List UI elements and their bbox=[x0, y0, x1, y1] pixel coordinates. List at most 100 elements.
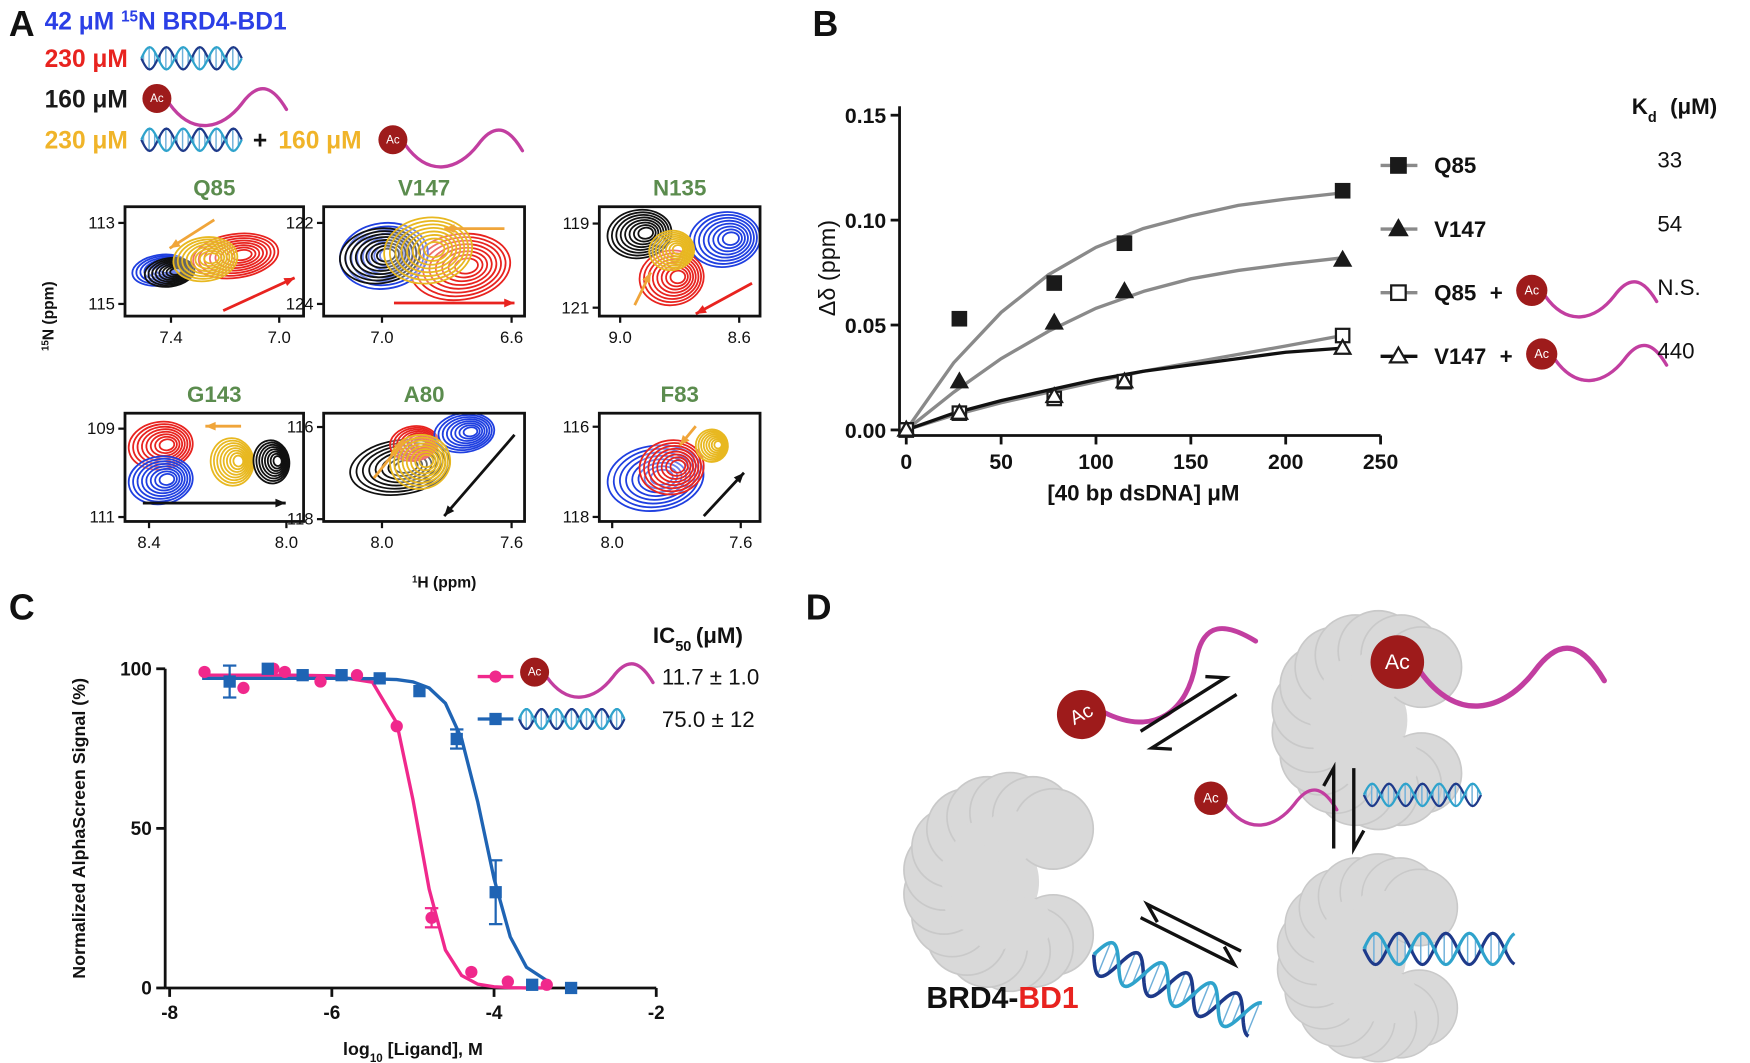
x-tick-label: 0 bbox=[900, 451, 912, 474]
kd-header-part: K bbox=[1632, 94, 1648, 119]
x-axis-label-part: log bbox=[343, 1039, 370, 1059]
contour bbox=[651, 258, 697, 297]
dna-strand bbox=[1091, 950, 1250, 1038]
contour bbox=[222, 447, 249, 476]
data-point bbox=[223, 675, 236, 688]
data-point bbox=[1044, 386, 1064, 404]
legend-label: Q85 bbox=[1434, 280, 1476, 305]
dna-rung bbox=[1131, 960, 1143, 985]
contour bbox=[665, 240, 688, 260]
dna-rung bbox=[1156, 970, 1168, 995]
x-axis-label-part: H (ppm) bbox=[417, 574, 476, 591]
ic50-header-part: (μM) bbox=[696, 623, 743, 648]
y-tick-label: 118 bbox=[287, 510, 314, 529]
legend-marker bbox=[1390, 284, 1407, 302]
acetyl-label: Ac bbox=[528, 666, 542, 679]
y-tick-label: 113 bbox=[88, 214, 115, 233]
shift-arrow-head bbox=[695, 305, 707, 314]
peptide-icon: Ac bbox=[1516, 274, 1659, 319]
contour bbox=[147, 258, 194, 287]
contour bbox=[717, 228, 743, 250]
y-tick-label: 122 bbox=[286, 214, 314, 233]
plot-frame bbox=[322, 205, 526, 318]
y-axis-label: 15N (ppm) bbox=[40, 281, 57, 351]
legend-entry: 42 μM 15N BRD4-BD1 bbox=[45, 8, 287, 36]
peptide-chain bbox=[403, 128, 525, 169]
contour bbox=[458, 424, 481, 440]
legend-plus: + bbox=[253, 128, 267, 155]
y-tick-label: 118 bbox=[563, 508, 590, 527]
ic50-header: IC50 (μM) bbox=[653, 623, 743, 655]
spectrum bbox=[339, 216, 515, 308]
x-tick-label: 7.4 bbox=[159, 328, 182, 347]
x-tick-label: -4 bbox=[486, 1003, 503, 1024]
y-tick-label: 109 bbox=[87, 419, 115, 438]
contour bbox=[702, 219, 752, 259]
contour bbox=[214, 241, 264, 269]
plot-frame bbox=[322, 411, 526, 523]
contour bbox=[216, 442, 252, 482]
shift-arrow-head bbox=[733, 472, 744, 484]
protein-lobe bbox=[983, 810, 1037, 865]
contour bbox=[445, 418, 488, 447]
y-tick-label: 0.10 bbox=[845, 210, 886, 233]
peptide-icon: Ac bbox=[520, 657, 655, 699]
contour bbox=[154, 470, 178, 489]
plot-frame bbox=[123, 411, 305, 523]
contour bbox=[203, 252, 220, 265]
x-tick-label: 8.0 bbox=[601, 533, 624, 552]
contour bbox=[190, 245, 228, 273]
y-tick-label: 121 bbox=[561, 298, 589, 317]
y-axis-label: Δδ (ppm) bbox=[814, 220, 840, 316]
data-point bbox=[951, 310, 968, 327]
arrow bbox=[1146, 693, 1238, 751]
kd-value: N.S. bbox=[1657, 275, 1700, 300]
contour bbox=[647, 444, 700, 490]
contour bbox=[401, 442, 444, 481]
shift-arrow bbox=[695, 282, 753, 316]
contour bbox=[628, 221, 660, 246]
contour bbox=[669, 269, 687, 285]
legend-marker bbox=[1390, 157, 1407, 174]
contour bbox=[264, 448, 286, 475]
peptide-icon: Ac bbox=[1194, 781, 1339, 827]
data-point bbox=[335, 669, 348, 682]
contour bbox=[668, 242, 686, 258]
data-point bbox=[1334, 182, 1351, 199]
y-tick-label: 116 bbox=[563, 417, 590, 436]
dna-rung bbox=[1096, 942, 1112, 975]
contour bbox=[454, 422, 484, 442]
data-point bbox=[1116, 235, 1133, 252]
kd-value: 33 bbox=[1657, 148, 1682, 173]
dna-rung bbox=[1181, 980, 1193, 1005]
dna-icon bbox=[1362, 931, 1516, 967]
dna-strand bbox=[1092, 940, 1263, 1029]
contour bbox=[400, 227, 462, 274]
arrow bbox=[1139, 916, 1239, 969]
x-tick-label: 150 bbox=[1173, 451, 1208, 474]
dna-strand bbox=[1362, 931, 1516, 967]
dna-strand bbox=[1362, 782, 1483, 808]
x-axis-label: [40 bp dsDNA] μM bbox=[1047, 480, 1239, 505]
y-axis-label: Normalized AlphaScreen Signal (%) bbox=[69, 678, 89, 979]
acetyl-label: Ac bbox=[1385, 650, 1410, 674]
contour bbox=[418, 453, 435, 469]
contour bbox=[397, 439, 447, 484]
legend-label: V147 bbox=[1434, 344, 1486, 369]
contour bbox=[651, 231, 694, 269]
data-point bbox=[501, 975, 514, 988]
contour bbox=[611, 211, 670, 257]
contour bbox=[707, 222, 749, 256]
spectrum bbox=[131, 218, 296, 312]
contour bbox=[698, 216, 755, 262]
dna-rung bbox=[1106, 950, 1118, 974]
panel-label: A bbox=[9, 4, 35, 44]
contour bbox=[266, 450, 285, 472]
shift-arrow-head bbox=[642, 272, 651, 284]
legend-marker bbox=[1388, 218, 1409, 237]
dna-strand bbox=[1362, 931, 1516, 967]
y-tick-label: 0.00 bbox=[845, 420, 886, 443]
x-tick-label: 7.6 bbox=[500, 533, 523, 552]
kd-header: Kd (μM) bbox=[1632, 94, 1717, 126]
